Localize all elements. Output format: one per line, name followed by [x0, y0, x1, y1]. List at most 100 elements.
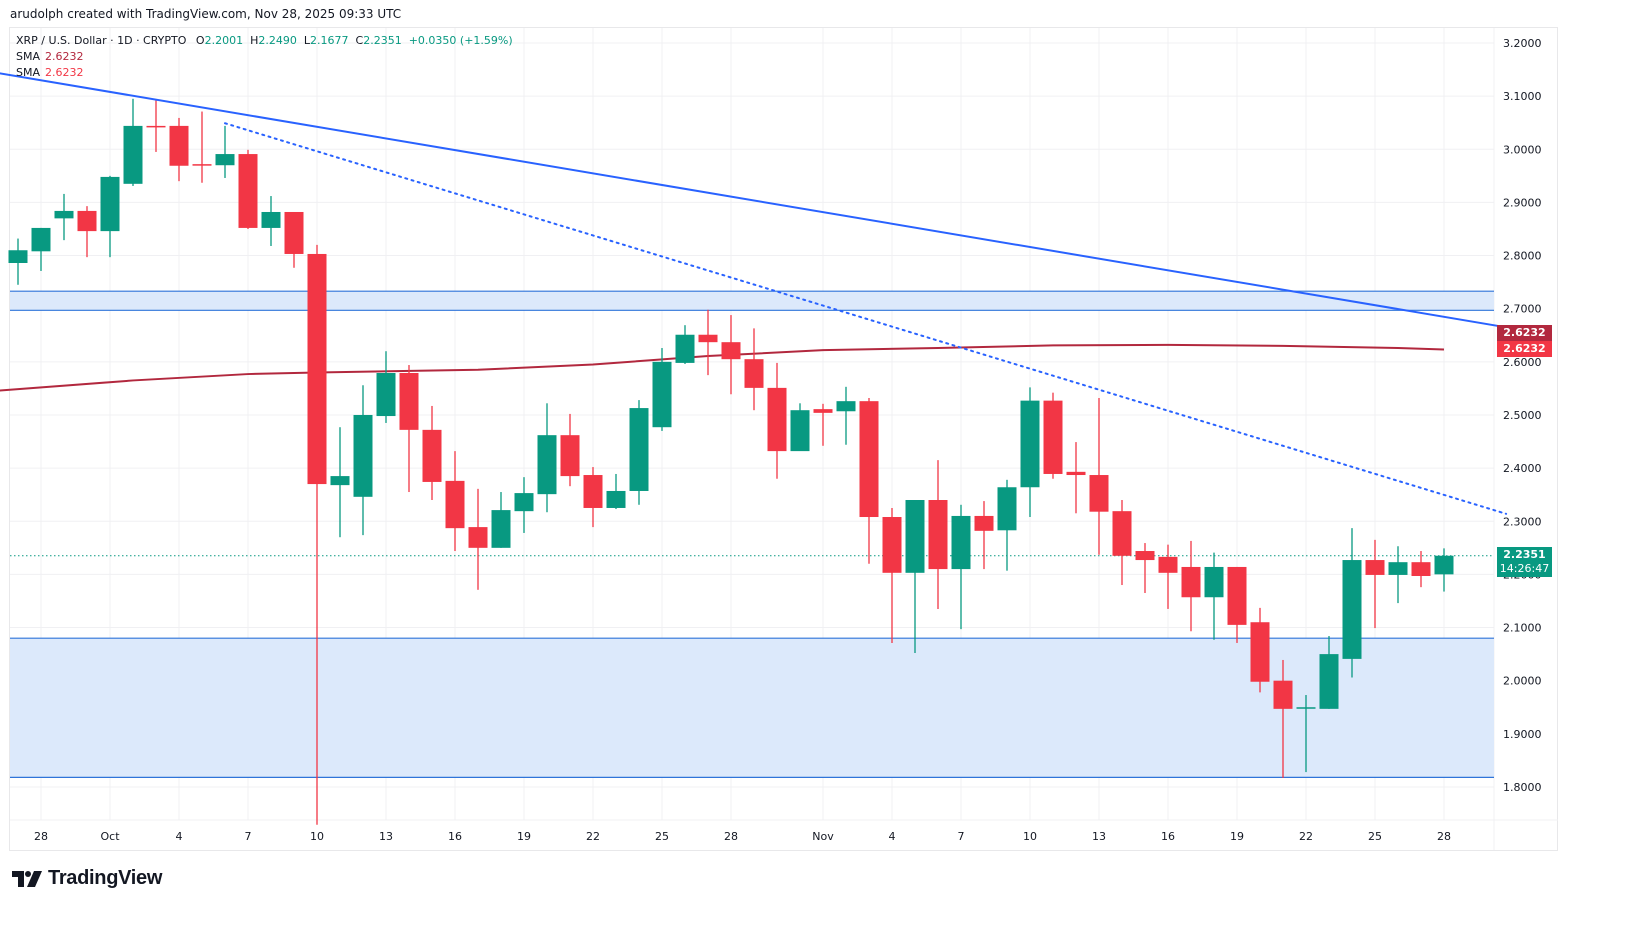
candle-down[interactable] [974, 515, 994, 531]
candle-down[interactable] [399, 372, 419, 430]
tradingview-logo-text: TradingView [48, 867, 163, 889]
candle-up[interactable] [1388, 562, 1408, 575]
candle-up[interactable] [123, 125, 143, 184]
candle-down[interactable] [1066, 471, 1086, 476]
candle-down[interactable] [284, 211, 304, 254]
candle-down[interactable] [813, 409, 833, 413]
candle-up[interactable] [1319, 654, 1339, 709]
x-axis-label: 28 [724, 830, 738, 843]
candle-up[interactable] [1020, 400, 1040, 488]
sma1-price-tag: 2.6232 [1497, 325, 1552, 341]
x-axis-label: 25 [1368, 830, 1382, 843]
candle-down[interactable] [928, 500, 948, 570]
sma2-value: 2.6232 [45, 66, 84, 79]
candle-up[interactable] [261, 211, 281, 228]
candle-down[interactable] [468, 527, 488, 548]
candle-up[interactable] [514, 493, 534, 512]
candle-down[interactable] [1043, 400, 1063, 474]
candle-down[interactable] [1273, 680, 1293, 709]
symbol-label[interactable]: XRP / U.S. Dollar · 1D · CRYPTO [16, 34, 187, 47]
candle-down[interactable] [1250, 622, 1270, 682]
candle-down[interactable] [238, 154, 258, 228]
candle-up[interactable] [836, 401, 856, 412]
y-axis-label: 2.1000 [1503, 622, 1542, 635]
lower-trendline[interactable] [224, 122, 1508, 515]
upper-trendline[interactable] [0, 72, 1507, 329]
y-axis-label: 3.0000 [1503, 143, 1542, 156]
candle-up[interactable] [629, 408, 649, 491]
candle-up[interactable] [652, 361, 672, 428]
y-axis-label: 2.7000 [1503, 303, 1542, 316]
change-value: +0.0350 (+1.59%) [408, 34, 513, 47]
candle-down[interactable] [77, 210, 97, 232]
candle-down[interactable] [721, 342, 741, 360]
candle-down[interactable] [1411, 562, 1431, 576]
x-axis-label: Nov [812, 830, 834, 843]
x-axis-label: 28 [34, 830, 48, 843]
attribution-text: arudolph created with TradingView.com, N… [10, 7, 402, 21]
candle-down[interactable] [560, 435, 580, 477]
candle-up[interactable] [8, 250, 28, 263]
candle-down[interactable] [744, 359, 764, 388]
low-value: 2.1677 [310, 34, 349, 47]
candle-up[interactable] [606, 490, 626, 508]
candle-down[interactable] [445, 480, 465, 529]
candle-up[interactable] [951, 515, 971, 570]
candle-down[interactable] [882, 517, 902, 573]
candle-down[interactable] [859, 401, 879, 518]
candle-up[interactable] [675, 334, 695, 363]
candle-up[interactable] [790, 410, 810, 452]
x-axis-label: 13 [1092, 830, 1106, 843]
candle-down[interactable] [146, 125, 166, 128]
candle-up[interactable] [54, 210, 74, 219]
candle-down[interactable] [1365, 560, 1385, 575]
candle-up[interactable] [330, 476, 350, 486]
candle-up[interactable] [353, 414, 373, 497]
candle-up[interactable] [215, 154, 235, 166]
sma2-label: SMA [16, 66, 40, 79]
candle-up[interactable] [1296, 707, 1316, 709]
candle-down[interactable] [307, 253, 327, 485]
support-zone[interactable] [10, 638, 1494, 778]
tradingview-logo-icon [12, 870, 42, 887]
candle-down[interactable] [192, 164, 212, 166]
candle-up[interactable] [1342, 560, 1362, 659]
sma1-value: 2.6232 [45, 50, 84, 63]
y-axis-label: 2.4000 [1503, 462, 1542, 475]
candle-down[interactable] [169, 125, 189, 166]
candle-down[interactable] [1089, 475, 1109, 512]
x-axis-label: 4 [176, 830, 183, 843]
candle-down[interactable] [1227, 566, 1247, 625]
candle-down[interactable] [1135, 551, 1155, 561]
candle-down[interactable] [422, 429, 442, 482]
open-value: 2.2001 [204, 34, 244, 47]
candle-up[interactable] [1204, 566, 1224, 598]
candle-up[interactable] [491, 510, 511, 548]
candle-up[interactable] [376, 372, 396, 417]
candle-down[interactable] [767, 387, 787, 452]
x-axis-label: 19 [517, 830, 531, 843]
resistance-zone[interactable] [10, 291, 1494, 311]
candle-up[interactable] [1434, 555, 1454, 575]
candle-down[interactable] [1158, 556, 1178, 573]
x-axis-label: 22 [1299, 830, 1313, 843]
candle-down[interactable] [698, 334, 718, 343]
candle-up[interactable] [997, 487, 1017, 531]
candle-down[interactable] [1112, 511, 1132, 556]
sma2-legend-row[interactable]: SMA 2.6232 [16, 65, 513, 81]
sma-line[interactable] [0, 343, 1445, 392]
candle-up[interactable] [100, 176, 120, 232]
candle-down[interactable] [1181, 566, 1201, 598]
candle-up[interactable] [905, 500, 925, 573]
x-axis-label: 13 [379, 830, 393, 843]
candle-up[interactable] [537, 435, 557, 495]
candle-up[interactable] [31, 227, 51, 252]
y-axis-label: 2.9000 [1503, 196, 1542, 209]
candle-down[interactable] [583, 475, 603, 508]
y-axis-label: 2.3000 [1503, 515, 1542, 528]
tradingview-logo[interactable]: TradingView [12, 867, 162, 890]
sma2-price-tag: 2.6232 [1497, 341, 1552, 357]
last-price-tag: 2.2351 14:26:47 [1497, 547, 1552, 577]
sma1-legend-row[interactable]: SMA 2.6232 [16, 49, 513, 65]
